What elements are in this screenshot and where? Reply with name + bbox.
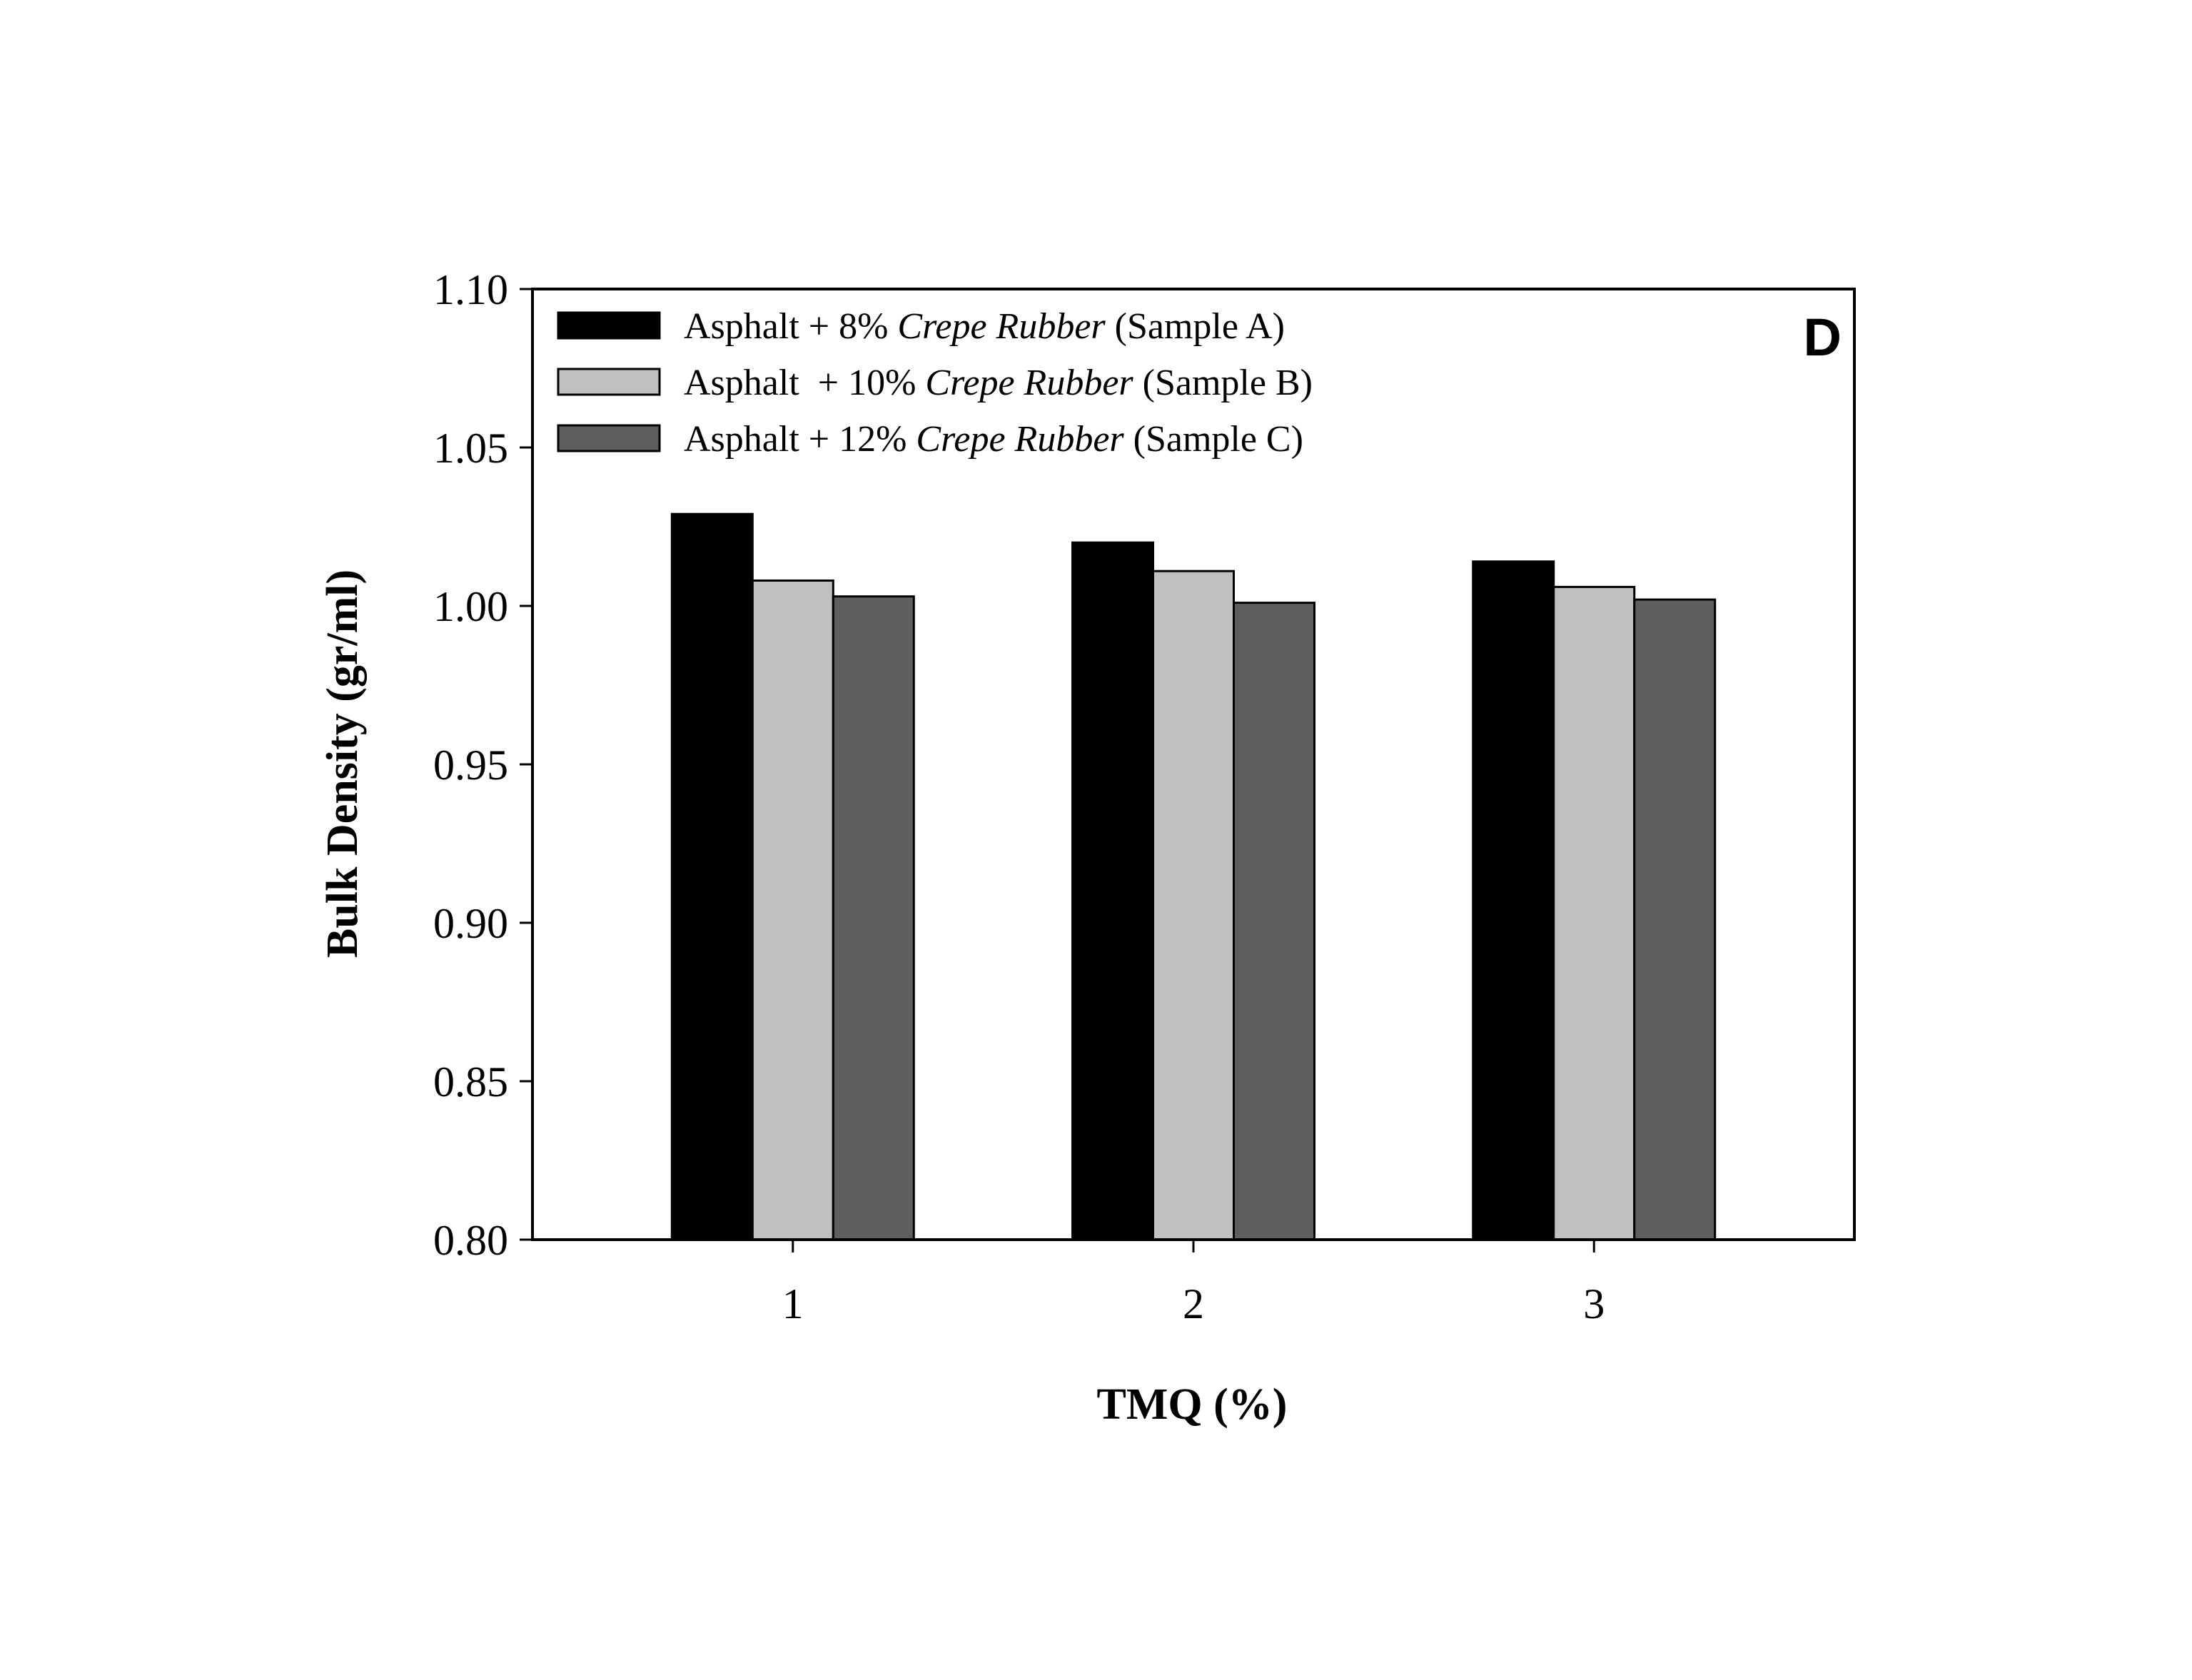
x-tick-label: 2 <box>1183 1280 1204 1327</box>
bar-series-2-cat-1 <box>751 580 834 1241</box>
y-axis-title: Bulk Density (gr/ml) <box>318 570 367 958</box>
y-tick-label: 0.90 <box>433 900 508 947</box>
bar-series-1-cat-2 <box>1071 541 1154 1241</box>
legend-item-sample-c: Asphalt + 12% Crepe Rubber (Sample C) <box>557 419 1303 460</box>
bar-series-3-cat-2 <box>1233 602 1315 1241</box>
legend-item-sample-a: Asphalt + 8% Crepe Rubber (Sample A) <box>557 306 1285 347</box>
panel-label: D <box>1804 308 1842 367</box>
bar-series-3-cat-3 <box>1633 598 1717 1241</box>
bar-series-2-cat-3 <box>1552 585 1636 1241</box>
legend-label-sample-a: Asphalt + 8% Crepe Rubber (Sample A) <box>684 306 1285 347</box>
y-tick-label: 1.10 <box>433 266 508 313</box>
y-tick-label: 0.95 <box>433 742 508 789</box>
legend-item-sample-b: Asphalt + 10% Crepe Rubber (Sample B) <box>557 363 1313 403</box>
bar-series-2-cat-2 <box>1152 570 1235 1241</box>
axes-layer: 0.80 0.85 0.90 0.95 1.00 1.05 1.10 1 2 3 <box>433 266 1856 1327</box>
y-tick-label: 0.80 <box>433 1217 508 1264</box>
x-tick-label: 3 <box>1583 1280 1605 1327</box>
bar-series-1-cat-3 <box>1472 560 1555 1241</box>
bars-layer <box>670 512 1717 1241</box>
y-tick-label: 0.85 <box>433 1058 508 1105</box>
legend-swatch-sample-c <box>557 424 661 452</box>
bar-series-1-cat-1 <box>670 512 754 1241</box>
y-tick-label: 1.05 <box>433 425 508 472</box>
y-tick-label: 1.00 <box>433 583 508 630</box>
legend-label-sample-c: Asphalt + 12% Crepe Rubber (Sample C) <box>684 419 1303 460</box>
legend: Asphalt + 8% Crepe Rubber (Sample A) Asp… <box>557 306 1313 460</box>
bar-series-3-cat-1 <box>832 595 915 1241</box>
legend-label-sample-b: Asphalt + 10% Crepe Rubber (Sample B) <box>684 363 1313 403</box>
legend-swatch-sample-a <box>557 311 661 340</box>
legend-swatch-sample-b <box>557 368 661 396</box>
x-tick-label: 1 <box>782 1280 804 1327</box>
x-axis-title: TMQ (%) <box>1097 1380 1288 1429</box>
